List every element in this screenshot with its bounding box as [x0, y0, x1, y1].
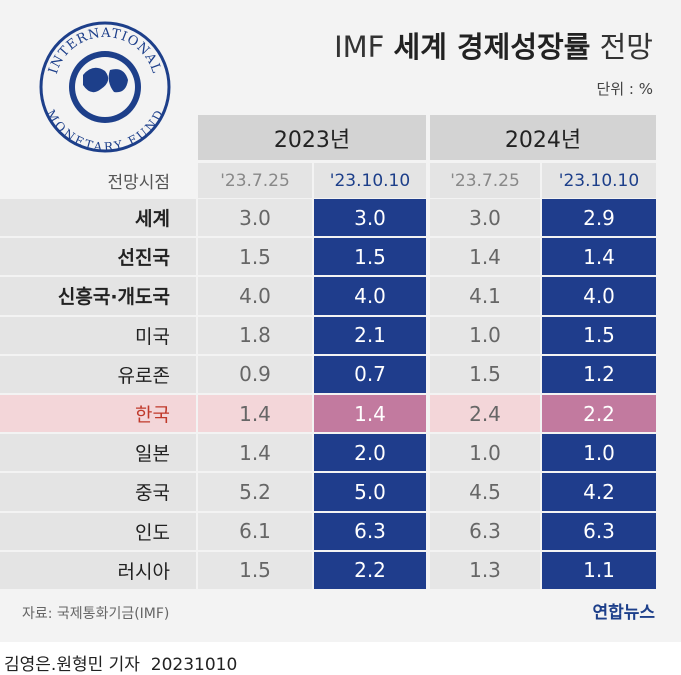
row-label: 러시아 [0, 551, 196, 589]
title-prefix: IMF [334, 30, 385, 64]
cell-value: 4.2 [542, 473, 656, 511]
date-header: '23.10.10 [542, 163, 656, 198]
cell-value: 1.5 [198, 238, 312, 276]
cell-value: 2.2 [542, 395, 656, 433]
byline-date: 20231010 [150, 655, 238, 675]
date-header: '23.7.25 [198, 163, 312, 198]
source: 자료: 국제통화기금(IMF) [22, 606, 170, 622]
row-label: 중국 [0, 473, 196, 511]
year-header: 2024년 [430, 115, 656, 160]
cell-value: 4.5 [430, 473, 540, 511]
byline-name: 김영은.원형민 기자 [4, 655, 140, 675]
cell-value: 1.5 [314, 238, 426, 276]
byline: 김영은.원형민 기자 20231010 [4, 650, 237, 675]
cell-value: 3.0 [314, 199, 426, 237]
brand: 연합뉴스 [592, 603, 655, 623]
cell-value: 3.0 [198, 199, 312, 237]
unit: 단위 : % [596, 80, 653, 98]
row-label: 유로존 [0, 355, 196, 393]
cell-value: 1.4 [542, 238, 656, 276]
row-label: 한국 [0, 395, 196, 433]
cell-value: 5.2 [198, 473, 312, 511]
cell-value: 2.0 [314, 434, 426, 472]
cell-value: 1.0 [542, 434, 656, 472]
year-header: 2023년 [198, 115, 426, 160]
cell-value: 1.0 [430, 434, 540, 472]
imf-logo: INTERNATIONAL MONETARY FUND [39, 21, 171, 154]
cell-value: 6.3 [314, 512, 426, 550]
row-label: 선진국 [0, 238, 196, 276]
cell-value: 6.1 [198, 512, 312, 550]
row-label: 세계 [0, 199, 196, 237]
row-label: 일본 [0, 434, 196, 472]
cell-value: 1.5 [198, 551, 312, 589]
cell-value: 2.2 [314, 551, 426, 589]
date-header: '23.7.25 [430, 163, 540, 198]
cell-value: 2.4 [430, 395, 540, 433]
cell-value: 1.0 [430, 316, 540, 354]
cell-value: 1.4 [198, 395, 312, 433]
cell-value: 5.0 [314, 473, 426, 511]
cell-value: 0.9 [198, 355, 312, 393]
title: IMF 세계 경제성장률 전망 [334, 24, 653, 66]
row-label: 신흥국·개도국 [0, 277, 196, 315]
cell-value: 2.9 [542, 199, 656, 237]
row-label: 미국 [0, 316, 196, 354]
forecast-label: 전망시점 [107, 173, 170, 193]
card: INTERNATIONAL MONETARY FUND IMF 세계 경제성장률… [0, 0, 681, 642]
title-bold: 세계 경제성장률 [393, 30, 591, 64]
cell-value: 4.0 [314, 277, 426, 315]
cell-value: 1.4 [430, 238, 540, 276]
cell-value: 4.0 [198, 277, 312, 315]
cell-value: 1.2 [542, 355, 656, 393]
cell-value: 1.4 [198, 434, 312, 472]
row-label: 인도 [0, 512, 196, 550]
cell-value: 0.7 [314, 355, 426, 393]
cell-value: 1.5 [542, 316, 656, 354]
cell-value: 2.1 [314, 316, 426, 354]
cell-value: 1.3 [430, 551, 540, 589]
cell-value: 1.5 [430, 355, 540, 393]
title-suffix: 전망 [599, 30, 653, 64]
cell-value: 1.1 [542, 551, 656, 589]
cell-value: 1.8 [198, 316, 312, 354]
cell-value: 4.0 [542, 277, 656, 315]
date-header: '23.10.10 [314, 163, 426, 198]
cell-value: 4.1 [430, 277, 540, 315]
cell-value: 1.4 [314, 395, 426, 433]
cell-value: 3.0 [430, 199, 540, 237]
cell-value: 6.3 [430, 512, 540, 550]
cell-value: 6.3 [542, 512, 656, 550]
